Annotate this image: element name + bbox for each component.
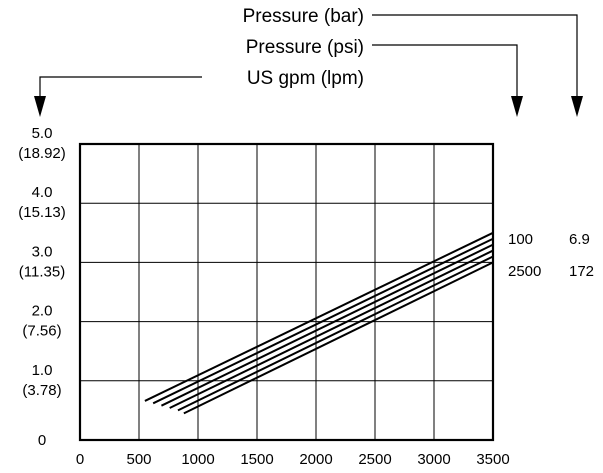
series-lines: [144, 231, 494, 415]
y-tick-lpm-label-4: (3.78): [22, 382, 61, 399]
arrow-down-icon-psi: [511, 96, 523, 117]
series-label-bar-low: 6.9: [569, 231, 590, 248]
y-tick-lpm-label-2: (11.35): [19, 263, 65, 280]
series-label-bar-high: 172: [569, 263, 594, 280]
x-axis-ticks: 0 500 1000 1500 2000 2500 3000 3500: [76, 451, 510, 468]
y-tick-label-5: 0: [38, 432, 46, 449]
plot-frame: [78, 142, 495, 442]
series-line-1: [144, 231, 494, 402]
legend-label-pressure-psi: Pressure (psi): [246, 37, 364, 58]
y-tick-lpm-label-1: (15.13): [18, 204, 66, 221]
y-tick-label-1: 4.0: [32, 184, 53, 201]
legend: Pressure (bar) Pressure (psi) US gpm (lp…: [34, 6, 583, 117]
y-tick-label-4: 1.0: [32, 362, 53, 379]
y-tick-lpm-label-3: (7.56): [22, 323, 61, 340]
y-tick-label-3: 2.0: [32, 303, 53, 320]
legend-leader-pressure-bar: [372, 14, 578, 97]
y-tick-label-2: 3.0: [32, 243, 53, 260]
series-line-5: [177, 255, 494, 412]
series-line-3: [160, 243, 494, 407]
x-tick-label-5: 2500: [358, 451, 391, 468]
series-label-psi-low: 100: [508, 231, 533, 248]
arrow-down-icon-gpm: [34, 96, 46, 117]
x-tick-label-7: 3500: [476, 451, 509, 468]
legend-label-pressure-bar: Pressure (bar): [243, 6, 364, 27]
x-tick-label-1: 500: [126, 451, 151, 468]
x-tick-label-4: 2000: [299, 451, 332, 468]
series-labels: 100 6.9 2500 172: [508, 231, 594, 280]
series-label-psi-high: 2500: [508, 263, 541, 280]
x-tick-label-2: 1000: [181, 451, 214, 468]
y-axis-ticks: 5.0 (18.92) 4.0 (15.13) 3.0 (11.35) 2.0 (7.56) 1…: [18, 125, 66, 449]
series-line-4: [169, 249, 494, 409]
y-tick-label-0: 5.0: [32, 125, 53, 142]
legend-label-us-gpm-lpm: US gpm (lpm): [247, 68, 364, 89]
legend-leader-pressure-psi: [372, 44, 518, 97]
series-line-2: [152, 237, 494, 405]
y-tick-lpm-label-0: (18.92): [18, 145, 66, 162]
series-line-6: [183, 261, 494, 415]
arrow-down-icon-bar: [571, 96, 583, 117]
x-tick-label-6: 3000: [417, 451, 450, 468]
legend-leader-us-gpm: [39, 76, 202, 97]
x-tick-label-3: 1500: [240, 451, 273, 468]
x-tick-label-0: 0: [76, 451, 84, 468]
